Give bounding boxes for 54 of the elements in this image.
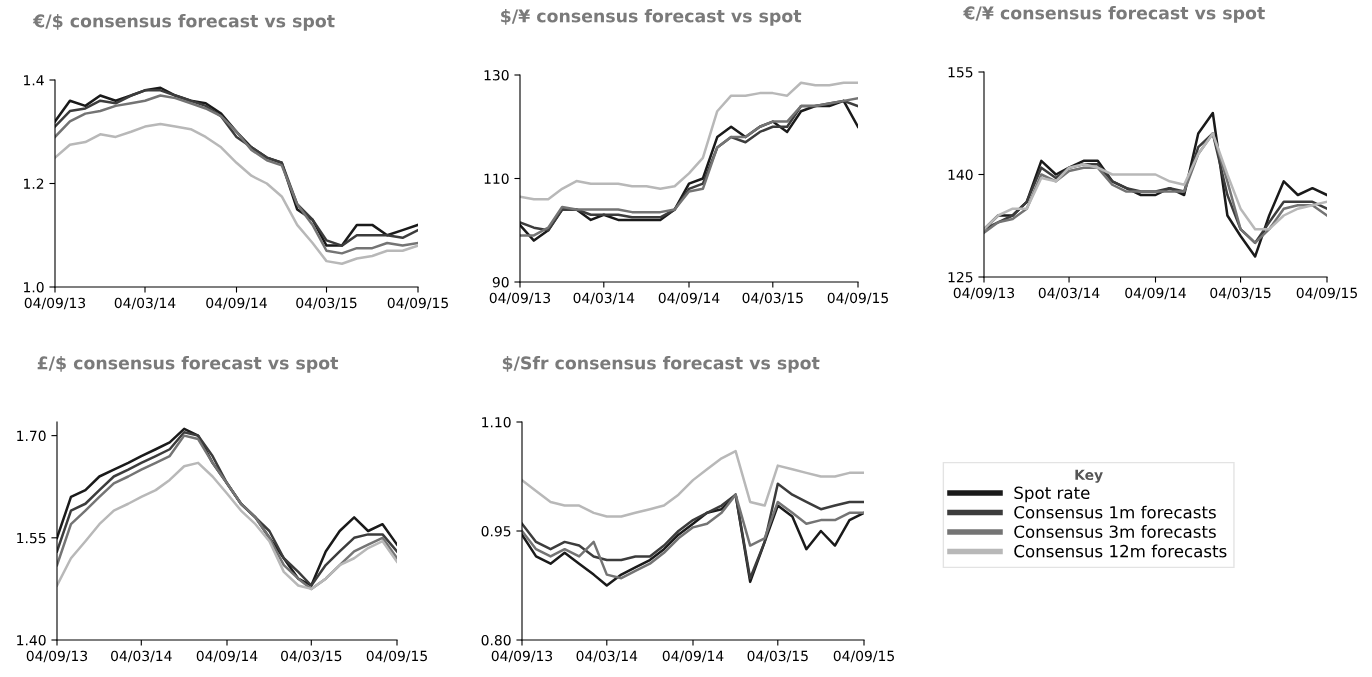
y-tick-label: 155: [948, 67, 973, 78]
legend-label: Spot rate: [1014, 486, 1090, 503]
x-tick-label: 04/03/15: [296, 297, 357, 310]
chart-title: €/¥ consensus forecast vs spot: [963, 6, 1265, 23]
chart-title: $/¥ consensus forecast vs spot: [501, 9, 802, 26]
x-tick-label: 04/09/15: [387, 297, 448, 310]
x-tick-label: 04/03/14: [114, 297, 176, 310]
x-tick-label: 04/09/13: [24, 297, 86, 310]
x-tick-label: 04/09/14: [196, 650, 258, 663]
y-tick-label: 1.10: [482, 416, 511, 428]
x-tick-label: 04/09/13: [26, 650, 88, 663]
line-series: [55, 122, 418, 265]
y-tick-label: 0.95: [481, 525, 511, 537]
y-tick-label: 1.70: [17, 430, 46, 442]
x-tick-label: 04/03/15: [281, 650, 342, 663]
chart-title: $/Sfr consensus forecast vs spot: [502, 356, 820, 373]
x-tick-label: 04/09/14: [658, 292, 720, 305]
legend-title: Key: [1075, 469, 1103, 483]
y-tick-label: 1.0: [24, 281, 44, 293]
x-tick-label: 04/03/14: [111, 650, 172, 663]
y-tick-label: 130: [484, 69, 509, 81]
x-tick-label: 04/09/14: [1125, 287, 1186, 300]
x-tick-label: 04/03/14: [573, 292, 635, 305]
x-tick-label: 04/09/15: [1296, 287, 1357, 300]
x-tick-label: 04/03/15: [1210, 287, 1271, 300]
x-tick-label: 04/03/15: [747, 650, 808, 663]
x-tick-label: 04/03/14: [1038, 287, 1100, 300]
line-series: [520, 81, 858, 201]
legend-label: Consensus 12m forecasts: [1014, 544, 1227, 558]
line-series: [522, 449, 864, 518]
x-tick-label: 04/09/15: [827, 292, 888, 305]
y-tick-label: 90: [492, 276, 509, 288]
x-tick-label: 04/03/14: [576, 650, 638, 663]
line-series: [57, 461, 397, 591]
y-tick-label: 1.4: [24, 75, 44, 86]
x-tick-label: 04/09/14: [206, 297, 267, 310]
y-tick-label: 125: [948, 271, 973, 283]
legend-label: Consensus 1m forecasts: [1014, 505, 1216, 519]
x-tick-label: 04/09/13: [491, 650, 553, 663]
x-tick-label: 04/09/14: [662, 650, 724, 663]
x-tick-label: 04/09/13: [953, 287, 1015, 300]
chart-title: £/$ consensus forecast vs spot: [37, 356, 339, 373]
y-tick-label: 1.2: [24, 178, 44, 189]
y-tick-label: 140: [948, 169, 973, 180]
x-tick-label: 04/03/15: [742, 292, 803, 305]
x-tick-label: 04/09/15: [366, 650, 427, 663]
x-tick-label: 04/09/15: [833, 650, 894, 663]
y-tick-label: 0.80: [481, 634, 511, 646]
chart-title: €/$ consensus forecast vs spot: [32, 14, 335, 31]
y-tick-label: 1.40: [17, 634, 46, 646]
y-tick-label: 1.55: [17, 532, 46, 544]
x-tick-label: 04/09/13: [489, 292, 551, 305]
y-tick-label: 110: [484, 173, 509, 184]
legend-label: Consensus 3m forecasts: [1014, 525, 1216, 539]
